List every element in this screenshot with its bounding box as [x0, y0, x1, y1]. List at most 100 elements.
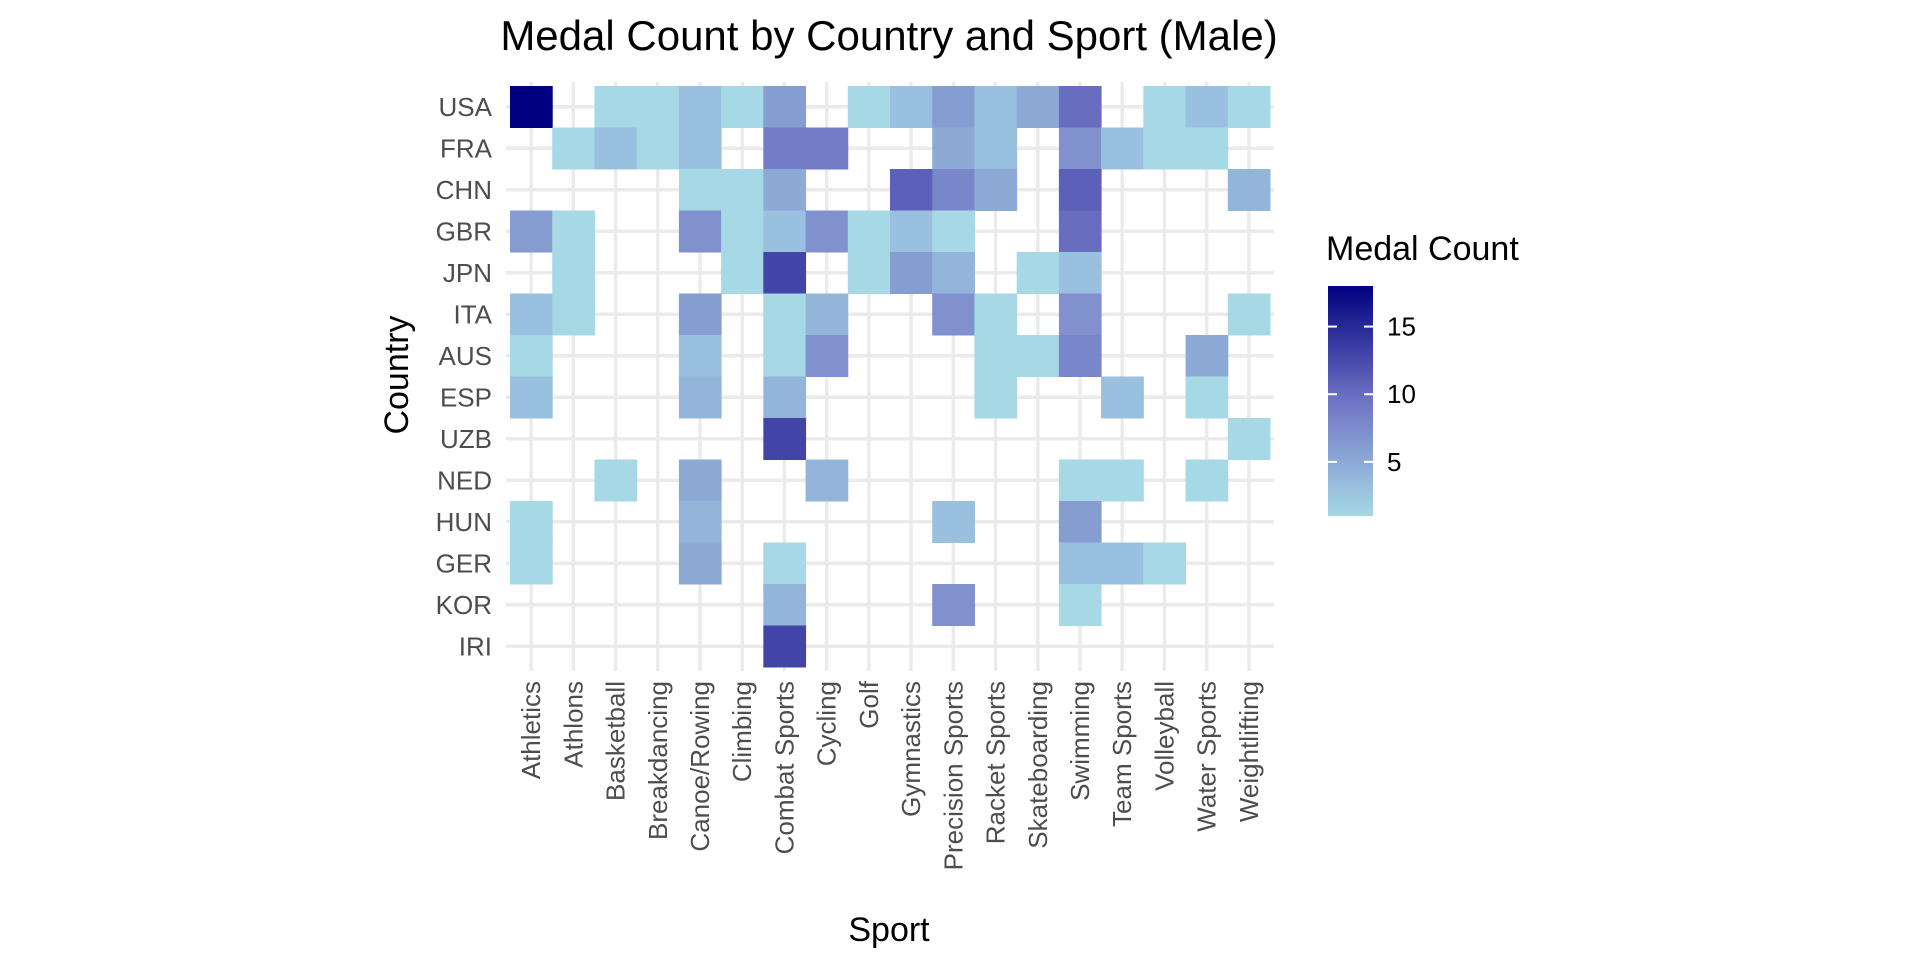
heatmap-cell	[805, 210, 849, 253]
heatmap-cell	[678, 501, 722, 543]
heatmap-cell	[763, 335, 807, 377]
heatmap-cell	[1058, 86, 1102, 128]
y-tick-label: GBR	[436, 216, 492, 246]
y-tick-label: HUN	[436, 507, 492, 537]
heatmap-cell	[805, 459, 849, 502]
heatmap-cell	[678, 459, 722, 502]
x-tick-labels: Athletics Athlons Basketball Breakdancing Ca…	[516, 680, 1264, 870]
x-tick-label: Athlons	[558, 681, 588, 768]
heatmap-cell	[678, 335, 722, 377]
y-tick-labels: USA FRA CHN GBR JPN ITA AUS ESP UZB NED HUN GER KOR I…	[436, 92, 493, 662]
heatmap-cell	[1016, 86, 1060, 128]
heatmap-cell	[678, 293, 722, 336]
heatmap-cell	[1185, 459, 1229, 502]
heatmap-cell	[1058, 252, 1102, 294]
heatmap-cell	[510, 210, 553, 253]
heatmap-cell	[594, 127, 638, 170]
x-tick-label: Breakdancing	[643, 681, 673, 840]
x-tick-label: Combat Sports	[769, 681, 799, 854]
heatmap-cell	[1101, 127, 1144, 170]
heatmap-cell	[510, 335, 553, 377]
heatmap-cell	[763, 252, 807, 294]
heatmap-cell	[678, 376, 722, 419]
heatmap-cell	[552, 252, 595, 294]
heatmap-cell	[1185, 376, 1229, 419]
heatmap-cell	[974, 169, 1018, 211]
heatmap-cell	[1143, 86, 1187, 128]
heatmap-cell	[1058, 459, 1102, 502]
y-tick-label: GER	[436, 548, 492, 578]
heatmap-cell	[510, 86, 553, 128]
heatmap-cell	[805, 335, 849, 377]
legend: Medal Count 5 10 15	[1326, 230, 1519, 516]
heatmap-cell	[932, 252, 975, 294]
heatmap-cell	[932, 293, 975, 336]
x-axis-title: Sport	[848, 911, 930, 949]
heatmap-cell	[974, 293, 1018, 336]
heatmap-cell	[974, 376, 1018, 419]
heatmap-cell	[552, 210, 595, 253]
heatmap-cell	[763, 210, 807, 253]
y-tick-label: USA	[439, 92, 493, 122]
x-tick-label: Skateboarding	[1023, 681, 1053, 849]
x-tick-label: Weightlifting	[1234, 681, 1264, 822]
legend-tick-label: 5	[1387, 447, 1401, 477]
heatmap-cell	[1058, 210, 1102, 253]
x-tick-label: Gymnastics	[896, 681, 926, 817]
heatmap-cell	[678, 86, 722, 128]
heatmap-cell	[763, 418, 807, 460]
y-tick-label: CHN	[436, 175, 492, 205]
heatmap-cell	[932, 584, 975, 626]
legend-colorbar	[1328, 286, 1373, 516]
x-tick-label: Golf	[854, 680, 884, 728]
heatmap-cell	[1058, 293, 1102, 336]
heatmap-cell	[805, 293, 849, 336]
heatmap-cells	[510, 86, 1271, 668]
heatmap-cell	[1227, 169, 1271, 211]
heatmap-cell	[1227, 293, 1271, 336]
heatmap-cell	[932, 127, 975, 170]
y-tick-label: KOR	[436, 590, 492, 620]
x-tick-label: Climbing	[727, 681, 757, 782]
heatmap-cell	[594, 86, 638, 128]
heatmap-cell	[1058, 335, 1102, 377]
heatmap-cell	[1143, 127, 1187, 170]
heatmap-cell	[552, 293, 595, 336]
heatmap-cell	[721, 86, 764, 128]
heatmap-cell	[510, 542, 553, 585]
legend-title: Medal Count	[1326, 230, 1519, 268]
heatmap-cell	[974, 335, 1018, 377]
heatmap-cell	[974, 127, 1018, 170]
heatmap-cell	[763, 127, 807, 170]
heatmap-cell	[678, 210, 722, 253]
heatmap-cell	[890, 86, 933, 128]
y-tick-label: IRI	[459, 631, 492, 661]
heatmap-cell	[847, 86, 891, 128]
heatmap-cell	[974, 86, 1018, 128]
y-tick-label: FRA	[440, 133, 493, 163]
heatmap-cell	[721, 210, 764, 253]
heatmap-cell	[890, 252, 933, 294]
heatmap-cell	[1185, 335, 1229, 377]
heatmap-cell	[678, 169, 722, 211]
x-tick-label: Swimming	[1065, 681, 1095, 801]
heatmap-cell	[847, 252, 891, 294]
legend-tick-label: 15	[1387, 312, 1416, 342]
heatmap-cell	[510, 376, 553, 419]
heatmap-cell	[1101, 376, 1144, 419]
x-tick-label: Precision Sports	[938, 681, 968, 870]
heatmap-cell	[932, 501, 975, 543]
y-axis-title: Country	[378, 315, 416, 434]
heatmap-cell	[1058, 542, 1102, 585]
y-tick-label: JPN	[443, 258, 492, 288]
heatmap-cell	[1101, 542, 1144, 585]
heatmap-cell	[1101, 459, 1144, 502]
heatmap-cell	[763, 86, 807, 128]
heatmap-cell	[510, 501, 553, 543]
heatmap-cell	[763, 293, 807, 336]
heatmap-cell	[1058, 127, 1102, 170]
heatmap-cell	[1185, 127, 1229, 170]
heatmap-cell	[763, 169, 807, 211]
heatmap-cell	[1143, 542, 1187, 585]
